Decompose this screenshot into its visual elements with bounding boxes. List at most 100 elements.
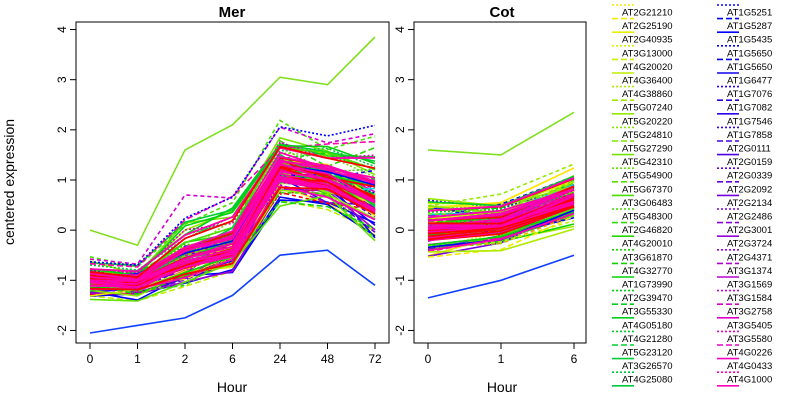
cot-x-axis: 0 1 6 bbox=[425, 343, 578, 366]
cot-y-tick-label: 4 bbox=[393, 26, 407, 33]
mer-series-line bbox=[89, 151, 376, 277]
x-axis-label-cot: Hour bbox=[487, 379, 518, 395]
col1-legend-label: AT2G46820 bbox=[622, 225, 673, 236]
x-axis-label-mer: Hour bbox=[217, 379, 248, 395]
col2-legend-label: AT1G5650 bbox=[727, 48, 772, 59]
col1-legend-label: AT5G24810 bbox=[622, 130, 673, 141]
col2-legend-label: AT4G0433 bbox=[727, 361, 772, 372]
col1-legend-label: AT2G25190 bbox=[622, 21, 673, 32]
col1-legend-label: AT3G55330 bbox=[622, 307, 673, 318]
cot-series-line bbox=[427, 194, 575, 228]
mer-series-line bbox=[89, 162, 376, 283]
cot-y-axis: -2 -1 0 1 2 3 4 bbox=[393, 26, 414, 336]
mer-y-tick-label: 3 bbox=[55, 76, 69, 83]
mer-series-line bbox=[89, 191, 376, 297]
mer-y-axis: -2 -1 0 1 2 3 4 bbox=[55, 26, 76, 336]
cot-y-tick-label: 1 bbox=[393, 176, 407, 183]
col1-legend-label: AT4G32770 bbox=[622, 266, 673, 277]
cot-series-line bbox=[427, 212, 575, 252]
cot-series-line bbox=[427, 201, 575, 237]
col1-legend-label: AT4G38860 bbox=[622, 89, 673, 100]
cot-series-line bbox=[427, 189, 575, 222]
col2-legend-label: AT3G2758 bbox=[727, 307, 772, 318]
col2-legend-label: AT1G5251 bbox=[727, 8, 772, 19]
col1-legend-label: AT5G67370 bbox=[622, 184, 673, 195]
cot-series-line bbox=[427, 177, 575, 213]
cot-series-line bbox=[427, 254, 575, 299]
mer-series-lines bbox=[89, 36, 376, 334]
mer-x-tick-label: 24 bbox=[273, 352, 287, 366]
col1-legend-label: AT3G26570 bbox=[622, 361, 673, 372]
col1-legend-label: AT5G42310 bbox=[622, 157, 673, 168]
cot-series-lines bbox=[427, 111, 575, 299]
col1-legend-label: AT5G27290 bbox=[622, 144, 673, 155]
col2-legend-label: AT2G0111 bbox=[727, 144, 771, 155]
col2-legend-label: AT1G5287 bbox=[727, 21, 772, 32]
col2-legend-label: AT2G4371 bbox=[727, 252, 772, 263]
mer-x-tick-label: 0 bbox=[87, 352, 94, 366]
col1-legend-label: AT3G13000 bbox=[622, 48, 673, 59]
mer-series-line bbox=[89, 140, 376, 268]
legend: AT2G21210 AT2G25190 AT2G40935 AT3G13000 AT4G… bbox=[612, 4, 772, 387]
mer-series-line bbox=[89, 189, 376, 297]
col2-legend-label: AT1G7858 bbox=[727, 130, 772, 141]
mer-y-tick-label: 4 bbox=[55, 26, 69, 33]
cot-plot-frame bbox=[413, 21, 587, 344]
cot-series-line bbox=[427, 188, 575, 219]
cot-series-line bbox=[427, 111, 575, 156]
col1-legend-label: AT2G39470 bbox=[622, 293, 673, 304]
col1-legend-label: AT4G20020 bbox=[622, 62, 673, 73]
cot-series-line bbox=[427, 228, 575, 253]
col1-legend-label: AT5G23120 bbox=[622, 348, 673, 359]
col2-legend-label: AT1G7082 bbox=[727, 103, 772, 114]
cot-x-tick-label: 0 bbox=[425, 352, 432, 366]
col2-legend-label: AT1G5650 bbox=[727, 62, 772, 73]
col1-legend-label: AT2G40935 bbox=[622, 35, 673, 46]
mer-y-tick-label: 0 bbox=[55, 226, 69, 233]
mer-series-line bbox=[89, 145, 376, 279]
cot-y-tick-label: -2 bbox=[393, 325, 407, 336]
mer-y-tick-label: -2 bbox=[55, 325, 69, 336]
col2-legend-label: AT3G1374 bbox=[727, 266, 772, 277]
chart-title-cot: Cot bbox=[490, 4, 515, 21]
cot-y-tick-label: -1 bbox=[393, 275, 407, 286]
mer-x-tick-label: 1 bbox=[134, 352, 141, 366]
col2-legend-label: AT1G7546 bbox=[727, 116, 772, 127]
col2-legend-label: AT1G7076 bbox=[727, 89, 772, 100]
col2-legend-label: AT1G6477 bbox=[727, 76, 772, 87]
cot-series-line bbox=[427, 206, 575, 241]
cot-series-line bbox=[427, 188, 575, 229]
chart-title-mer: Mer bbox=[219, 4, 246, 21]
mer-x-tick-label: 6 bbox=[229, 352, 236, 366]
col2-legend-label: AT4G0226 bbox=[727, 348, 772, 359]
mer-x-tick-label: 48 bbox=[321, 352, 335, 366]
col1-legend-label: AT4G20010 bbox=[622, 239, 673, 250]
col2-legend-label: AT2G2092 bbox=[727, 184, 772, 195]
cot-y-tick-label: 0 bbox=[393, 226, 407, 233]
col1-legend-label: AT4G21280 bbox=[622, 334, 673, 345]
mer-series-line bbox=[89, 155, 376, 281]
mer-x-tick-label: 2 bbox=[182, 352, 189, 366]
col1-legend-label: AT4G36400 bbox=[622, 76, 673, 87]
col1-legend-label: AT5G07240 bbox=[622, 103, 673, 114]
mer-y-tick-label: -1 bbox=[55, 275, 69, 286]
panel-mer: Mer -2 -1 0 1 2 3 4 0 1 2 6 24 48 72 Hour centered e… bbox=[1, 4, 390, 395]
mer-y-tick-label: 2 bbox=[55, 126, 69, 133]
mer-y-tick-label: 1 bbox=[55, 176, 69, 183]
col2-legend-label: AT2G3724 bbox=[727, 239, 772, 250]
panel-cot: Cot -2 -1 0 1 2 3 4 0 1 6 Hour bbox=[393, 4, 587, 395]
cot-x-tick-label: 1 bbox=[498, 352, 505, 366]
col2-legend-label: AT2G2486 bbox=[727, 212, 772, 223]
col2-legend-label: AT1G5435 bbox=[727, 35, 772, 46]
col2-legend-label: AT2G0339 bbox=[727, 171, 772, 182]
mer-x-axis: 0 1 2 6 24 48 72 bbox=[87, 343, 382, 366]
cot-series-line bbox=[427, 215, 575, 258]
mer-series-line bbox=[89, 36, 376, 247]
cot-series-line bbox=[427, 212, 575, 253]
cot-series-line bbox=[427, 204, 575, 235]
mer-series-line bbox=[89, 119, 376, 268]
mer-series-line bbox=[89, 249, 376, 334]
mer-series-line bbox=[89, 164, 376, 280]
cot-x-tick-label: 6 bbox=[571, 352, 578, 366]
